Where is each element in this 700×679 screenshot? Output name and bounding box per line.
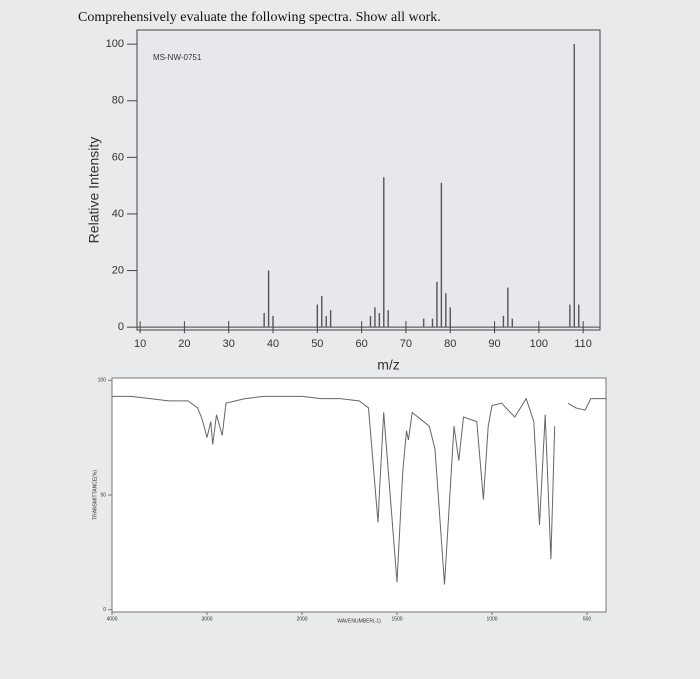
y-tick-label: 40 xyxy=(112,208,124,220)
x-tick-label: 70 xyxy=(400,338,412,350)
peak xyxy=(325,315,327,328)
peak xyxy=(272,315,274,328)
x-axis-label: m/z xyxy=(377,357,400,373)
annotation: MS-NW-0751 xyxy=(153,53,202,62)
peak xyxy=(573,44,576,328)
peak xyxy=(329,310,332,328)
x-tick-label: 80 xyxy=(444,338,456,350)
y-tick-label: 80 xyxy=(112,95,124,107)
peak xyxy=(569,304,571,328)
x-tick-label: 110 xyxy=(574,338,592,350)
y-tick-label: 20 xyxy=(112,264,124,276)
peak xyxy=(383,177,385,328)
question: Comprehensively evaluate the following s… xyxy=(78,10,441,25)
y-axis-label: Relative Intensity xyxy=(86,137,102,244)
x-tick-label: 30 xyxy=(223,338,235,350)
x-tick-label: 1000 xyxy=(486,616,497,622)
ir-frame xyxy=(111,377,607,613)
y-tick-label: 100 xyxy=(98,378,107,384)
y-axis-label: TRANSMITTANCE(%) xyxy=(92,470,98,520)
peak xyxy=(387,310,389,328)
peak xyxy=(440,182,443,328)
y-tick-label: 50 xyxy=(100,492,106,498)
peak xyxy=(578,304,580,328)
peak xyxy=(507,287,509,328)
y-tick-label: 60 xyxy=(112,151,124,163)
x-tick-label: 40 xyxy=(267,338,279,350)
x-tick-label: 100 xyxy=(530,338,548,350)
peak xyxy=(511,318,513,328)
peak xyxy=(369,315,372,328)
peak xyxy=(267,270,270,328)
peak xyxy=(263,313,265,328)
x-tick-label: 4000 xyxy=(106,616,117,622)
peak xyxy=(445,293,447,328)
peak xyxy=(374,307,376,328)
peak xyxy=(436,281,438,328)
peak xyxy=(431,318,434,328)
x-tick-label: 60 xyxy=(356,338,368,350)
peak xyxy=(449,307,451,328)
x-tick-label: 3000 xyxy=(201,616,212,622)
y-tick-label: 100 xyxy=(106,38,124,50)
x-tick-label: 10 xyxy=(134,338,146,350)
x-tick-label: 50 xyxy=(311,338,323,350)
peak xyxy=(502,315,505,328)
ir-trace xyxy=(112,395,606,585)
peak xyxy=(316,304,319,328)
x-axis-label: WAVENUMBER(-1) xyxy=(337,618,381,624)
x-tick-label: 2000 xyxy=(296,616,307,622)
ms-frame xyxy=(136,29,601,331)
y-tick-label: 0 xyxy=(103,607,106,613)
peak xyxy=(378,313,381,328)
y-tick-label: 0 xyxy=(118,321,124,333)
peak xyxy=(321,296,323,328)
peak xyxy=(422,318,425,328)
x-tick-label: 500 xyxy=(583,616,592,622)
x-tick-label: 90 xyxy=(488,338,500,350)
x-tick-label: 20 xyxy=(178,338,190,350)
x-tick-label: 1500 xyxy=(391,616,402,622)
